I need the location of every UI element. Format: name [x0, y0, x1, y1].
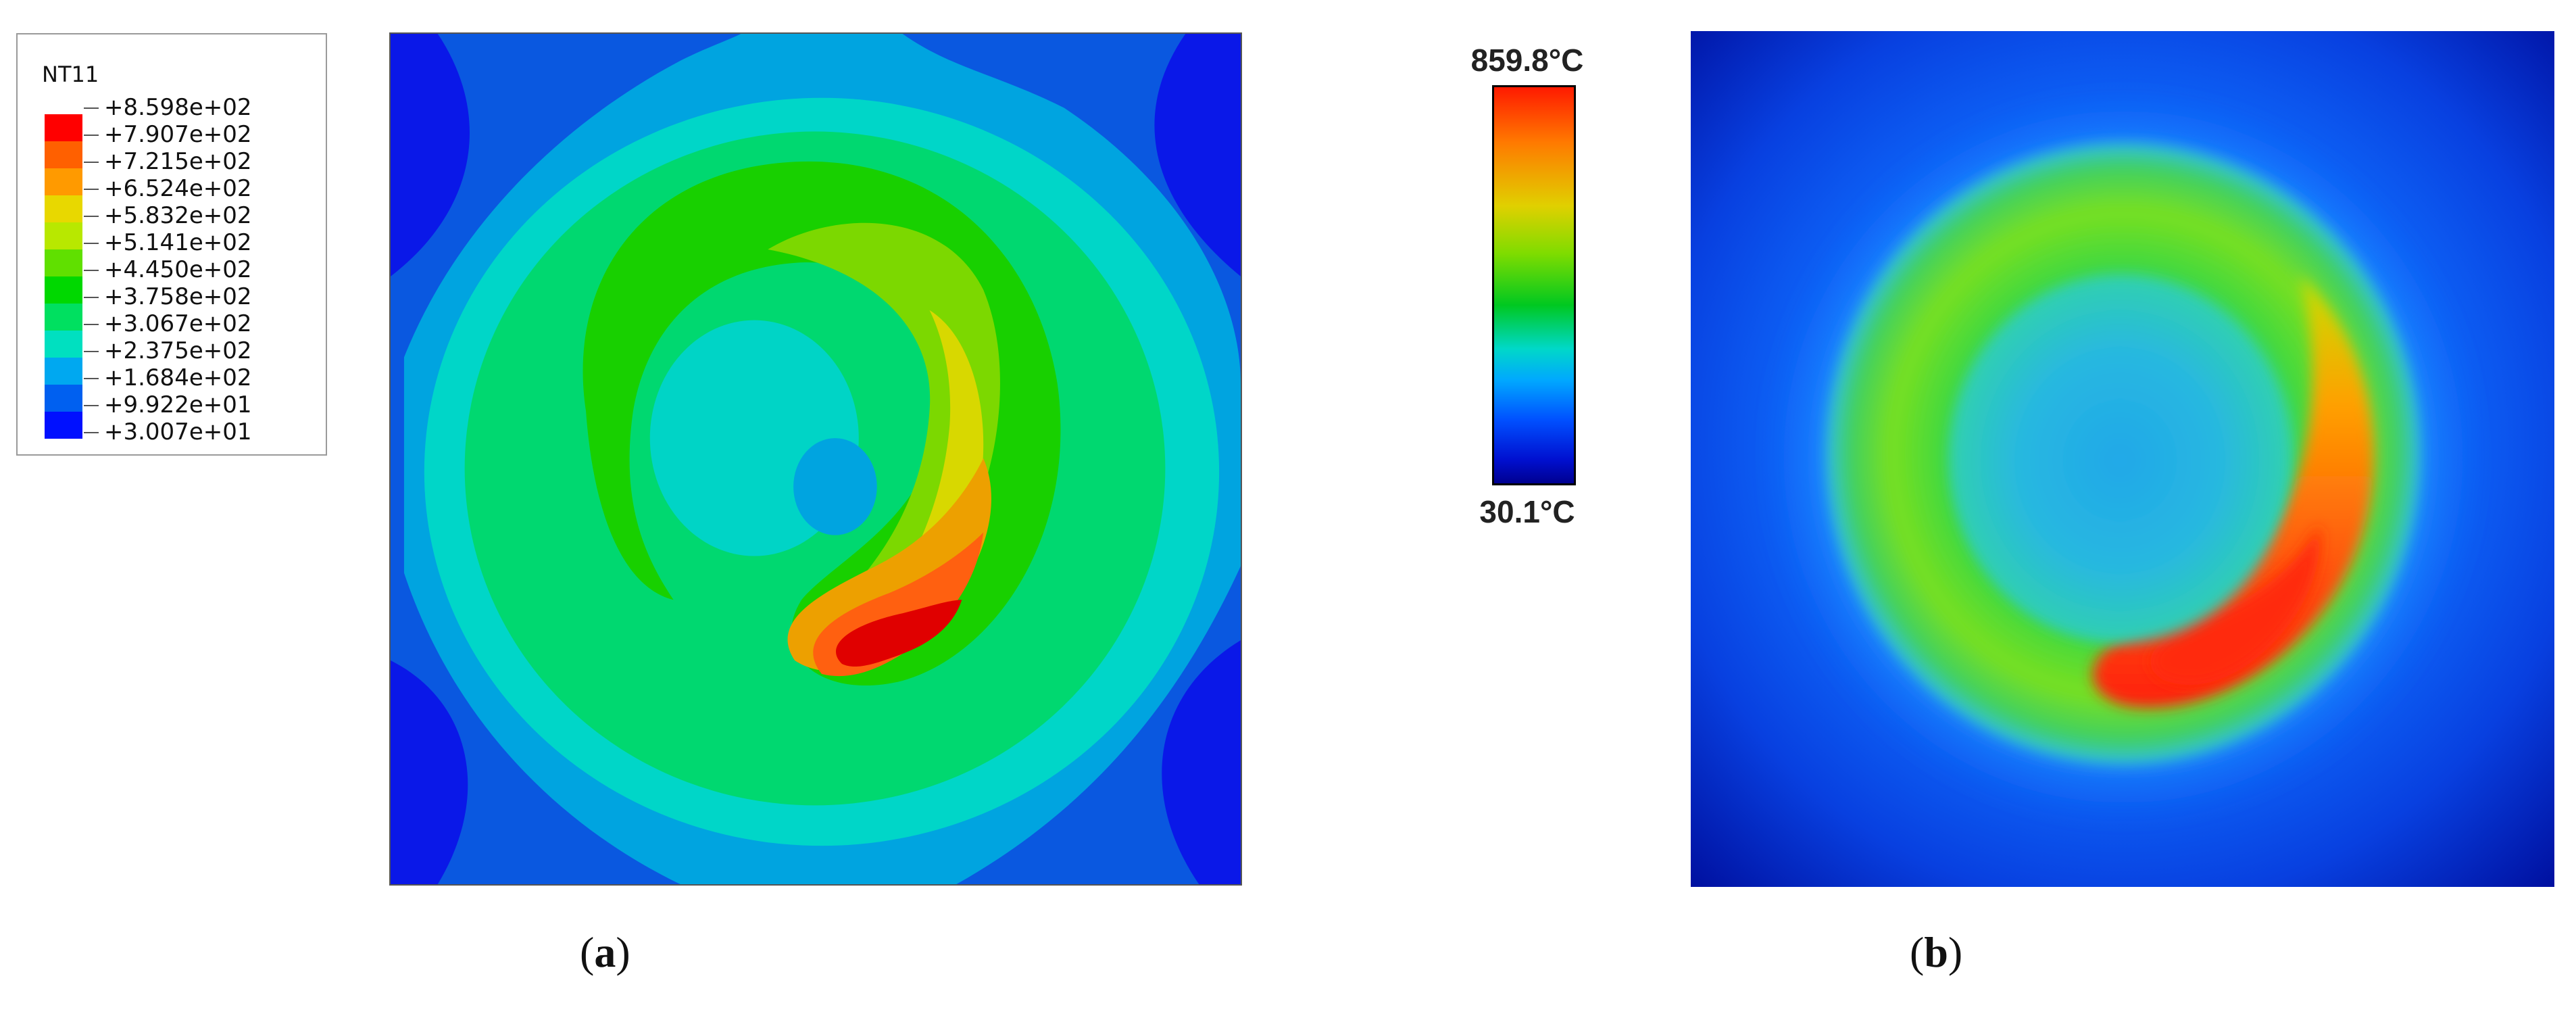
- legend-label: +5.832e+02: [84, 202, 252, 229]
- legend-swatch: [45, 276, 82, 304]
- legend-swatch: [45, 385, 82, 412]
- legend-label: +1.684e+02: [84, 364, 252, 391]
- legend-box: NT11 +8.598e+02 +7.907e+02 +7.215e+02 +6.52…: [16, 33, 327, 456]
- legend-swatch: [45, 168, 82, 195]
- caption-a-open: (: [580, 928, 595, 976]
- legend-label: +6.524e+02: [84, 175, 252, 202]
- legend-label: +7.215e+02: [84, 148, 252, 175]
- legend-label: +5.141e+02: [84, 229, 252, 256]
- contour-plot: [389, 32, 1242, 886]
- legend-swatch: [45, 195, 82, 222]
- legend-swatch: [45, 304, 82, 331]
- legend-swatch: [45, 141, 82, 168]
- legend-swatch: [45, 331, 82, 358]
- legend-swatch: [45, 412, 82, 439]
- caption-b: (b): [1910, 927, 1962, 977]
- thermal-image-svg: [1691, 31, 2554, 887]
- colorbar-max-label: 859.8°C: [1470, 43, 1584, 78]
- caption-a: (a): [580, 927, 630, 977]
- legend-label: +4.450e+02: [84, 256, 252, 283]
- colorbar-min-label: 30.1°C: [1479, 494, 1575, 529]
- legend-swatch: [45, 222, 82, 249]
- thermal-image: [1691, 31, 2554, 887]
- caption-b-letter: b: [1924, 928, 1948, 976]
- legend-labels: +8.598e+02 +7.907e+02 +7.215e+02 +6.524e+02…: [84, 94, 252, 445]
- legend-label: +7.907e+02: [84, 121, 252, 148]
- legend-label: +8.598e+02: [84, 94, 252, 121]
- legend-swatch: [45, 114, 82, 141]
- thermal-core: [1951, 278, 2289, 643]
- legend-label: +9.922e+01: [84, 391, 252, 418]
- legend-swatches: [45, 114, 82, 439]
- thermal-peak: [2150, 525, 2321, 685]
- contour-plot-svg: [391, 34, 1241, 884]
- caption-a-letter: a: [594, 928, 616, 976]
- legend-swatch: [45, 358, 82, 385]
- caption-b-open: (: [1910, 928, 1925, 976]
- legend-label: +2.375e+02: [84, 337, 252, 364]
- legend-label: +3.007e+01: [84, 418, 252, 445]
- contour-band-max: [836, 600, 962, 667]
- legend-label: +3.758e+02: [84, 283, 252, 310]
- colorbar: [1492, 85, 1576, 485]
- legend-swatch: [45, 249, 82, 276]
- legend-label: +3.067e+02: [84, 310, 252, 337]
- caption-b-close: ): [1948, 928, 1963, 976]
- legend-title: NT11: [42, 62, 99, 87]
- contour-center-core: [793, 438, 877, 535]
- caption-a-close: ): [616, 928, 630, 976]
